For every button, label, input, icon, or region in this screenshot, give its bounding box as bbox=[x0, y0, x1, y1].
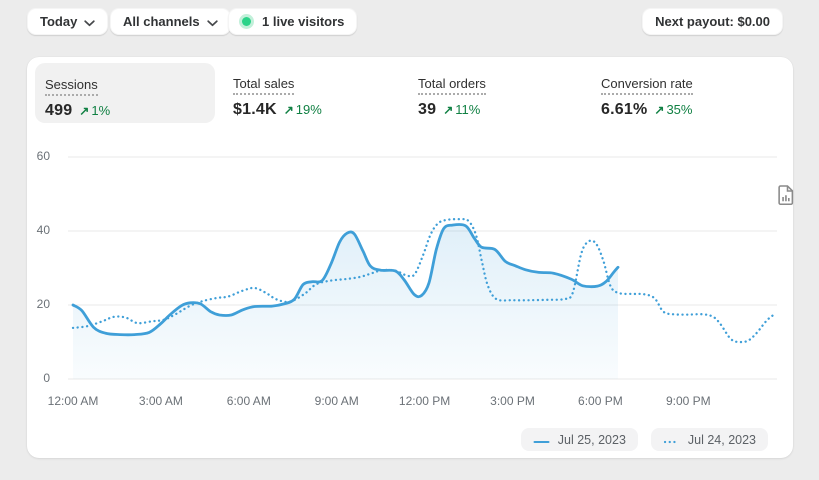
live-indicator-icon bbox=[242, 17, 251, 26]
legend-label: Jul 24, 2023 bbox=[687, 432, 756, 447]
legend-item-jul-25[interactable]: Jul 25, 2023 bbox=[520, 428, 638, 451]
arrow-up-right-icon: ↗ bbox=[79, 104, 90, 118]
x-axis-tick-label: 3:00 AM bbox=[138, 394, 183, 408]
metric-value: 6.61% bbox=[601, 101, 648, 118]
x-axis-tick-label: 6:00 PM bbox=[578, 394, 623, 408]
legend-label: Jul 25, 2023 bbox=[557, 432, 626, 447]
chart-legend: Jul 25, 2023 Jul 24, 2023 bbox=[520, 428, 768, 451]
overview-card bbox=[27, 57, 794, 458]
legend-item-jul-24[interactable]: Jul 24, 2023 bbox=[650, 428, 768, 451]
metric-label: Sessions bbox=[45, 77, 98, 96]
channel-filter-button[interactable]: All channels bbox=[110, 8, 231, 35]
x-axis-tick-label: 6:00 AM bbox=[226, 394, 271, 408]
chevron-down-icon bbox=[206, 15, 218, 30]
date-range-button[interactable]: Today bbox=[27, 8, 109, 35]
metric-tab-conversion-rate[interactable]: Conversion rate 6.61% ↗ 35% bbox=[601, 75, 693, 119]
y-axis-tick-label: 40 bbox=[36, 223, 50, 237]
arrow-up-right-icon: ↗ bbox=[443, 103, 454, 117]
report-document-icon bbox=[777, 185, 795, 208]
arrow-up-right-icon: ↗ bbox=[654, 103, 665, 117]
y-axis-tick-label: 0 bbox=[43, 371, 50, 385]
arrow-up-right-icon: ↗ bbox=[283, 103, 294, 117]
metric-label: Total sales bbox=[233, 76, 295, 95]
x-axis-tick-label: 12:00 AM bbox=[47, 394, 99, 408]
metric-tab-total-orders[interactable]: Total orders 39 ↗ 11% bbox=[418, 75, 486, 119]
solid-line-icon bbox=[533, 433, 550, 447]
y-axis-tick-label: 60 bbox=[36, 149, 50, 163]
metric-label: Conversion rate bbox=[601, 76, 693, 95]
y-axis-tick-label: 20 bbox=[36, 297, 50, 311]
sessions-line-chart[interactable] bbox=[60, 148, 784, 388]
x-axis-tick-label: 3:00 PM bbox=[490, 394, 535, 408]
metric-delta: ↗ 11% bbox=[443, 102, 481, 117]
channel-filter-label: All channels bbox=[123, 14, 200, 29]
chevron-down-icon bbox=[84, 15, 95, 30]
metric-tab-total-sales[interactable]: Total sales $1.4K ↗ 19% bbox=[233, 75, 322, 119]
x-axis-tick-label: 9:00 AM bbox=[314, 394, 359, 408]
metric-delta: ↗ 19% bbox=[283, 102, 322, 117]
view-report-button[interactable] bbox=[775, 185, 797, 207]
dotted-line-icon bbox=[663, 433, 680, 447]
next-payout-label: Next payout: $0.00 bbox=[655, 14, 770, 29]
metric-value: 499 bbox=[45, 102, 73, 119]
live-visitors-badge[interactable]: 1 live visitors bbox=[228, 8, 358, 35]
x-axis-tick-label: 9:00 PM bbox=[665, 394, 711, 408]
metric-tab-sessions[interactable]: Sessions 499 ↗ 1% bbox=[35, 63, 215, 123]
metric-delta: ↗ 1% bbox=[79, 103, 111, 118]
x-axis-tick-label: 12:00 PM bbox=[398, 394, 451, 408]
metric-value: $1.4K bbox=[233, 101, 277, 118]
metric-delta: ↗ 35% bbox=[654, 102, 693, 117]
metric-label: Total orders bbox=[418, 76, 486, 95]
live-visitors-label: 1 live visitors bbox=[262, 14, 345, 29]
date-range-label: Today bbox=[40, 14, 78, 29]
next-payout-button[interactable]: Next payout: $0.00 bbox=[642, 8, 783, 35]
metric-value: 39 bbox=[418, 101, 437, 118]
